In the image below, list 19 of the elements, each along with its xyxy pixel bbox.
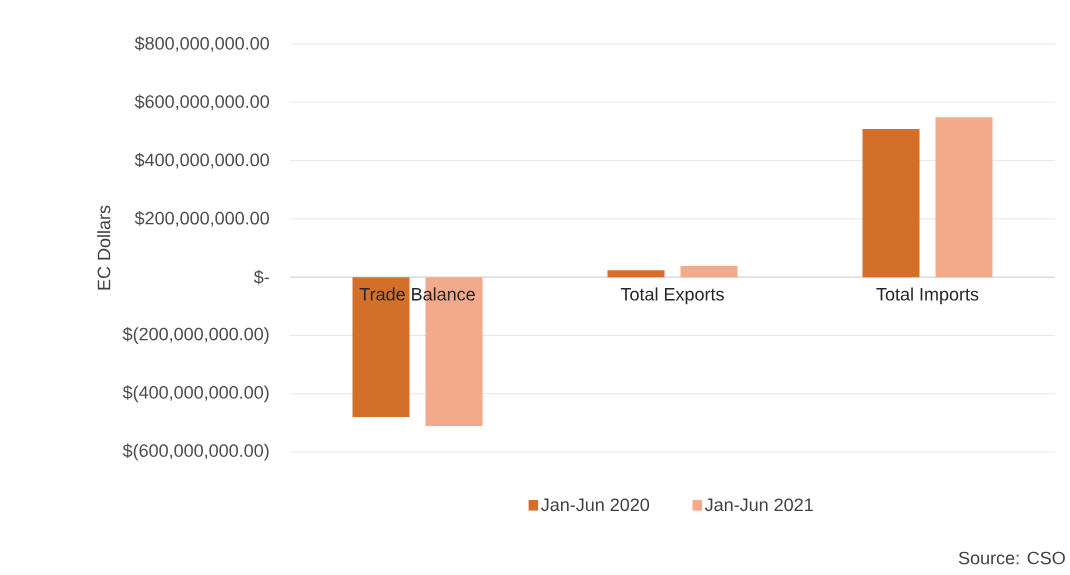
y-axis-title: EC Dollars [97,205,111,290]
source-note: Source: CSO [958,551,1065,565]
y-tick-label: $(200,000,000.00) [122,326,269,344]
bar [607,270,665,278]
bar [935,117,993,278]
x-tick-label: Total Imports [876,287,979,305]
y-tick-label: $- [253,269,269,285]
bar [862,129,920,278]
y-tick-label: $200,000,000.00 [134,211,270,227]
y-tick-label: $400,000,000.00 [134,152,270,169]
bar [352,277,410,418]
y-tick-label: $(400,000,000.00) [122,385,269,403]
y-tick-label: $(600,000,000.00) [122,443,269,461]
y-tick-label: $800,000,000.00 [134,36,270,52]
bar [680,266,738,278]
legend-label: Jan-Jun 2021 [704,498,813,512]
x-tick-label: Total Exports [620,287,724,305]
y-tick-label: $600,000,000.00 [134,94,270,111]
legend-label: Jan-Jun 2020 [541,498,650,512]
